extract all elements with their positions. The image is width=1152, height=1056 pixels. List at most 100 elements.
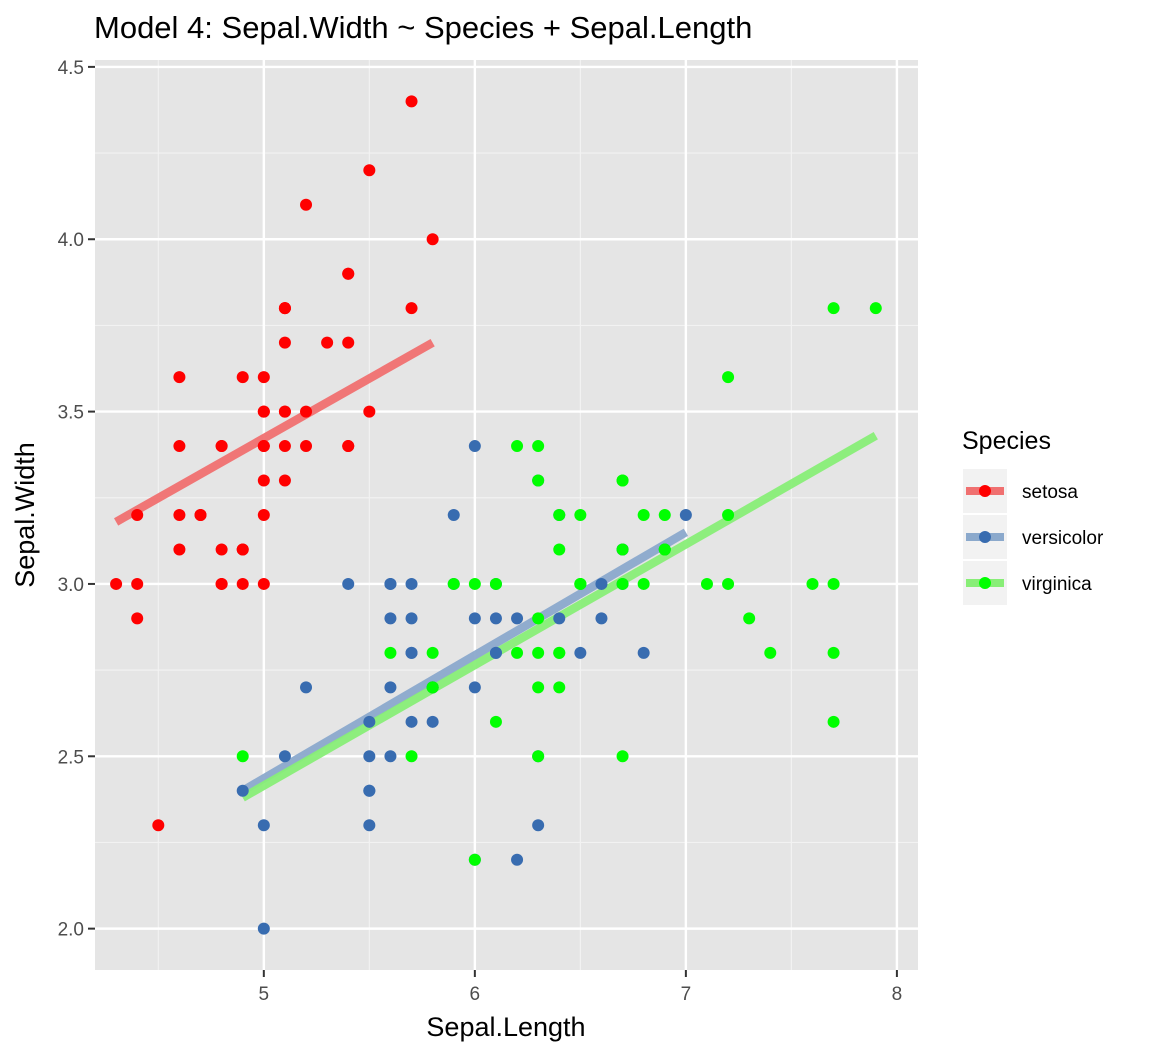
point-virginica [827,715,840,728]
point-versicolor [447,509,460,521]
legend-label-setosa: setosa [1022,482,1078,503]
point-virginica [532,646,545,659]
y-axis: 2.0 2.5 3.0 3.5 4.0 4.5 [58,58,95,941]
point-virginica [574,577,587,590]
point-versicolor [363,784,376,797]
point-virginica [532,612,545,625]
point-setosa [278,336,291,349]
point-setosa [173,543,186,556]
point-setosa [257,474,270,487]
point-versicolor [679,509,692,521]
y-tick-label: 4.0 [58,230,84,251]
point-versicolor [405,646,418,659]
point-virginica [658,543,671,556]
point-versicolor [405,715,418,728]
point-setosa [131,612,144,625]
point-virginica [532,474,545,487]
fit-line-versicolor [240,528,689,795]
point-setosa [215,577,228,590]
point-versicolor [342,577,355,590]
point-virginica [616,543,629,556]
legend-label-virginica: virginica [1022,574,1092,595]
x-tick-label: 6 [470,984,481,1005]
chart-title: Model 4: Sepal.Width ~ Species + Sepal.L… [94,10,752,45]
point-setosa [426,233,439,246]
point-setosa [405,95,418,108]
point-setosa [257,405,270,418]
point-versicolor [595,612,608,625]
point-versicolor [511,612,524,625]
point-virginica [658,509,671,521]
point-virginica [637,577,650,590]
x-tick-label: 5 [259,984,270,1005]
y-axis-title: Sepal.Width [10,442,40,588]
point-versicolor [511,853,524,866]
point-virginica [511,646,524,659]
point-setosa [300,440,313,453]
point-setosa [236,543,249,556]
point-setosa [342,336,355,349]
point-setosa [215,440,228,453]
point-setosa [278,405,291,418]
point-virginica [827,577,840,590]
point-versicolor [384,612,397,625]
point-virginica [532,440,545,453]
point-setosa [257,371,270,384]
point-setosa [405,302,418,315]
point-virginica [426,646,439,659]
point-versicolor [300,681,313,694]
point-setosa [257,440,270,453]
point-versicolor [384,750,397,763]
point-setosa [300,198,313,211]
point-versicolor [595,577,608,590]
point-versicolor [468,440,481,453]
point-virginica [489,577,502,590]
point-setosa [278,440,291,453]
point-versicolor [384,577,397,590]
point-setosa [173,440,186,453]
point-virginica [869,302,882,315]
point-versicolor [426,715,439,728]
x-axis: 5 6 7 8 [259,970,902,1005]
point-virginica [405,750,418,763]
point-virginica [722,371,735,384]
point-virginica [764,646,777,659]
point-virginica [743,612,756,625]
point-setosa [152,819,165,832]
point-versicolor [257,819,270,832]
point-virginica [574,509,587,521]
legend-point-setosa [979,485,991,497]
point-virginica [468,577,481,590]
point-setosa [131,509,144,521]
point-virginica [384,646,397,659]
point-virginica [236,750,249,763]
point-virginica [532,681,545,694]
point-virginica [511,440,524,453]
point-virginica [447,577,460,590]
point-versicolor [553,612,566,625]
point-versicolor [236,784,249,797]
point-versicolor [468,612,481,625]
point-setosa [342,267,355,280]
point-virginica [489,715,502,728]
point-setosa [194,509,207,521]
point-virginica [532,750,545,763]
point-setosa [300,405,313,418]
legend-point-virginica [979,577,991,589]
point-versicolor [405,612,418,625]
point-setosa [236,371,249,384]
point-virginica [553,646,566,659]
x-axis-title: Sepal.Length [426,1012,585,1042]
point-versicolor [532,819,545,832]
point-versicolor [489,612,502,625]
point-virginica [827,302,840,315]
grid-lines [95,60,918,970]
fit-line-setosa [114,338,435,526]
data-points [110,95,882,935]
legend-label-versicolor: versicolor [1022,528,1104,549]
point-virginica [827,646,840,659]
point-setosa [131,577,144,590]
point-versicolor [489,646,502,659]
point-versicolor [405,577,418,590]
